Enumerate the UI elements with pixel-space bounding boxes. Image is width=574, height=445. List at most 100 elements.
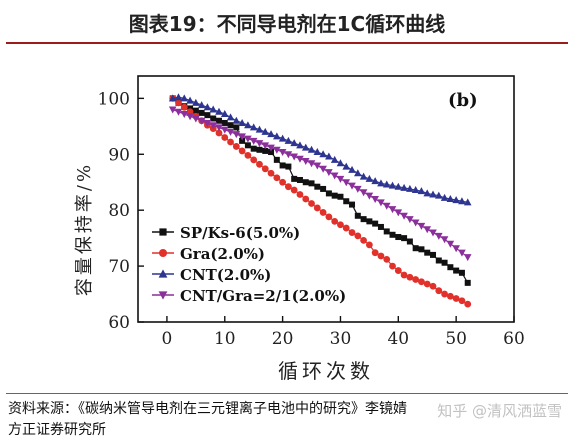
- data-point: [262, 147, 269, 154]
- data-point: [366, 218, 373, 225]
- data-point: [180, 111, 189, 119]
- legend-label: SP/Ks-6(5.0%): [180, 224, 300, 242]
- data-point: [330, 172, 339, 180]
- data-point: [371, 177, 379, 185]
- source-line-2: 方正证券研究所: [8, 422, 106, 438]
- data-point: [441, 259, 448, 266]
- data-point: [220, 126, 229, 134]
- data-point: [319, 150, 327, 158]
- data-point: [395, 234, 402, 241]
- data-point: [244, 135, 252, 143]
- y-tick-label: 100: [98, 89, 130, 109]
- data-point: [278, 134, 287, 142]
- data-point: [232, 143, 240, 150]
- data-point: [435, 257, 442, 264]
- data-point: [174, 108, 183, 116]
- data-point: [411, 186, 420, 194]
- legend-marker: [158, 269, 168, 278]
- data-point: [452, 196, 460, 204]
- data-point: [186, 113, 194, 121]
- data-point: [279, 162, 286, 169]
- data-point: [268, 149, 275, 156]
- data-point: [174, 93, 183, 101]
- data-point: [394, 267, 402, 274]
- data-point: [383, 228, 390, 235]
- series-2: [168, 93, 472, 206]
- data-point: [389, 262, 396, 270]
- data-point: [389, 231, 396, 238]
- x-tick-label: 0: [162, 329, 173, 349]
- data-point: [296, 176, 303, 183]
- data-point: [267, 130, 275, 138]
- data-point: [180, 94, 189, 102]
- data-point: [284, 151, 293, 159]
- data-point: [453, 267, 460, 274]
- data-point: [406, 238, 413, 245]
- data-point: [313, 204, 321, 212]
- data-point: [382, 202, 391, 210]
- data-point: [441, 290, 448, 298]
- legend-marker: [159, 228, 167, 236]
- data-point: [267, 169, 275, 177]
- data-point: [261, 165, 269, 173]
- data-point: [325, 169, 333, 177]
- data-point: [220, 110, 229, 118]
- data-point: [238, 133, 246, 141]
- data-point: [464, 279, 471, 286]
- data-point: [377, 179, 385, 187]
- legend-item: SP/Ks-6(5.0%): [152, 224, 300, 242]
- data-point: [314, 183, 321, 190]
- data-point: [418, 246, 425, 253]
- data-point: [301, 143, 310, 151]
- data-point: [198, 109, 205, 116]
- data-point: [284, 136, 293, 144]
- data-point: [412, 276, 420, 283]
- data-point: [273, 146, 281, 154]
- data-point: [371, 196, 379, 203]
- data-point: [463, 254, 472, 262]
- data-point: [330, 155, 339, 163]
- series-3: [168, 106, 472, 262]
- data-point: [319, 209, 327, 216]
- data-point: [394, 209, 403, 217]
- data-point: [464, 300, 472, 308]
- series-1: [169, 94, 472, 308]
- data-point: [429, 282, 437, 290]
- x-tick-label: 20: [272, 329, 294, 349]
- data-point: [238, 147, 246, 155]
- data-point: [261, 127, 270, 135]
- data-point: [226, 113, 235, 121]
- data-point: [320, 185, 327, 192]
- data-point: [227, 122, 234, 129]
- data-point: [435, 232, 443, 240]
- legend-label: CNT(2.0%): [180, 266, 271, 284]
- data-point: [307, 160, 316, 168]
- data-point: [440, 193, 449, 201]
- data-point: [348, 182, 356, 190]
- data-point: [244, 142, 251, 149]
- data-point: [192, 107, 199, 114]
- data-point: [406, 273, 414, 281]
- data-point: [203, 103, 212, 111]
- x-tick-label: 40: [387, 329, 409, 349]
- data-point: [313, 162, 322, 170]
- figure-title: 图表19：不同导电剂在1C循环曲线: [128, 12, 446, 36]
- data-point: [279, 178, 287, 186]
- data-point: [446, 195, 455, 202]
- data-point: [244, 151, 252, 159]
- data-point: [313, 148, 322, 156]
- data-point: [278, 149, 287, 157]
- data-point: [423, 280, 431, 288]
- data-point: [203, 119, 212, 127]
- data-point: [197, 101, 206, 109]
- data-point: [215, 129, 223, 137]
- data-point: [440, 236, 449, 244]
- data-point: [377, 199, 385, 207]
- data-point: [232, 116, 241, 124]
- data-point: [406, 184, 414, 192]
- data-point: [336, 175, 345, 183]
- legend-marker: [158, 291, 168, 300]
- data-point: [342, 224, 350, 232]
- x-tick-label: 10: [214, 329, 236, 349]
- data-point: [435, 287, 443, 295]
